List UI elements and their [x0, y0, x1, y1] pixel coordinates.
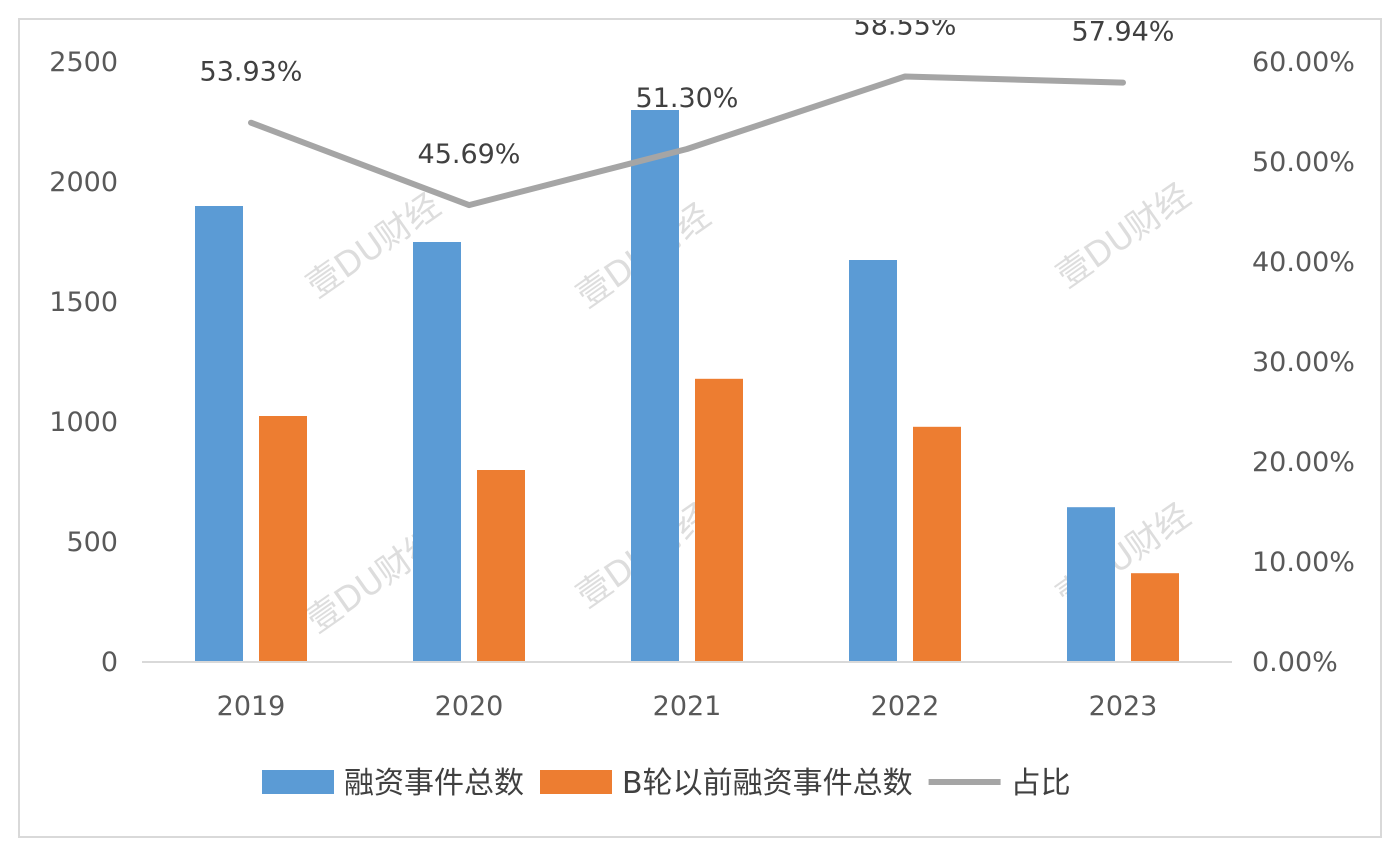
right-axis-tick: 30.00%	[1252, 347, 1355, 378]
x-axis-tick: 2023	[1089, 691, 1158, 722]
legend-label: 融资事件总数	[344, 766, 524, 801]
combo-chart: 壹DU财经壹DU财经壹DU财经壹DU财经壹DU财经壹DU财经0500100015…	[49, 11, 1355, 802]
line-data-label: 45.69%	[418, 139, 521, 170]
x-axis-tick: 2020	[435, 691, 504, 722]
left-axis-tick: 1000	[49, 407, 118, 438]
left-axis-tick: 500	[66, 527, 118, 558]
bar-total	[1067, 507, 1115, 662]
bar-total	[849, 260, 897, 662]
right-axis-tick: 10.00%	[1252, 547, 1355, 578]
watermark: 壹DU财经	[1050, 176, 1198, 297]
bar-pre-b	[695, 378, 743, 662]
legend-swatch	[262, 770, 334, 794]
left-axis-tick: 2000	[49, 167, 118, 198]
x-axis-tick: 2019	[217, 691, 286, 722]
bar-pre-b	[1131, 573, 1179, 662]
legend-label: B轮以前融资事件总数	[622, 766, 913, 801]
x-axis-tick: 2022	[871, 691, 940, 722]
left-axis-tick: 1500	[49, 287, 118, 318]
legend-swatch	[540, 770, 612, 794]
right-axis-tick: 0.00%	[1252, 647, 1338, 678]
bar-pre-b	[259, 416, 307, 662]
right-axis-tick: 60.00%	[1252, 47, 1355, 78]
left-axis-tick: 2500	[49, 47, 118, 78]
right-axis-tick: 20.00%	[1252, 447, 1355, 478]
line-data-label: 58.55%	[854, 20, 957, 42]
line-data-label: 53.93%	[200, 57, 303, 88]
bar-pre-b	[913, 426, 961, 662]
line-data-label: 51.30%	[636, 83, 739, 114]
bar-total	[195, 206, 243, 662]
bar-total	[413, 242, 461, 662]
line-data-label: 57.94%	[1072, 20, 1175, 48]
chart-frame: 壹DU财经壹DU财经壹DU财经壹DU财经壹DU财经壹DU财经0500100015…	[18, 11, 1382, 838]
x-axis-tick: 2021	[653, 691, 722, 722]
right-axis-tick: 50.00%	[1252, 147, 1355, 178]
bar-pre-b	[477, 470, 525, 662]
bar-total	[631, 110, 679, 662]
left-axis-tick: 0	[101, 647, 118, 678]
right-axis-tick: 40.00%	[1252, 247, 1355, 278]
line-ratio	[248, 73, 1126, 209]
legend-label: 占比	[1011, 766, 1071, 801]
